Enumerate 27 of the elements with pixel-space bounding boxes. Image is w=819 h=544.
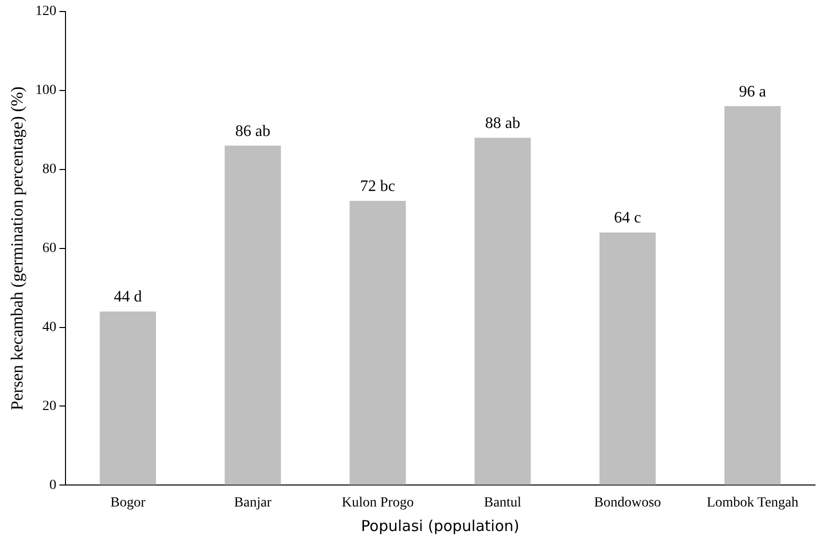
x-tick-label: Bondowoso	[594, 495, 662, 510]
data-label: 86 ab	[235, 122, 270, 140]
data-label: 88 ab	[485, 114, 520, 132]
y-tick-label: 60	[42, 240, 56, 256]
x-axis-title: Populasi (population)	[361, 516, 520, 535]
bar	[350, 200, 406, 485]
y-tick-label: 100	[35, 83, 56, 98]
y-tick-label: 0	[49, 478, 56, 493]
y-tick-label: 40	[42, 320, 56, 335]
x-tick-label: Banjar	[234, 495, 272, 510]
y-tick-label: 120	[35, 4, 56, 20]
bar	[474, 138, 531, 485]
bar	[100, 311, 156, 485]
y-axis-title: Persen kecambah (germination percentage) (%)	[8, 86, 27, 410]
data-label: 96 a	[738, 83, 766, 100]
y-tick-label: 80	[42, 162, 56, 178]
x-tick-label: Lombok Tengah	[706, 495, 798, 510]
data-label: 72 bc	[360, 178, 396, 196]
x-tick-label: Kulon Progo	[342, 495, 414, 510]
data-label: 44 d	[114, 288, 142, 306]
data-label: 64 c	[614, 210, 642, 227]
y-tick-label: 20	[42, 398, 56, 414]
bar	[724, 106, 781, 485]
x-tick-label: Bantul	[484, 495, 522, 510]
bar	[599, 232, 656, 485]
bar	[224, 146, 281, 485]
x-tick-label: Bogor	[110, 495, 146, 510]
